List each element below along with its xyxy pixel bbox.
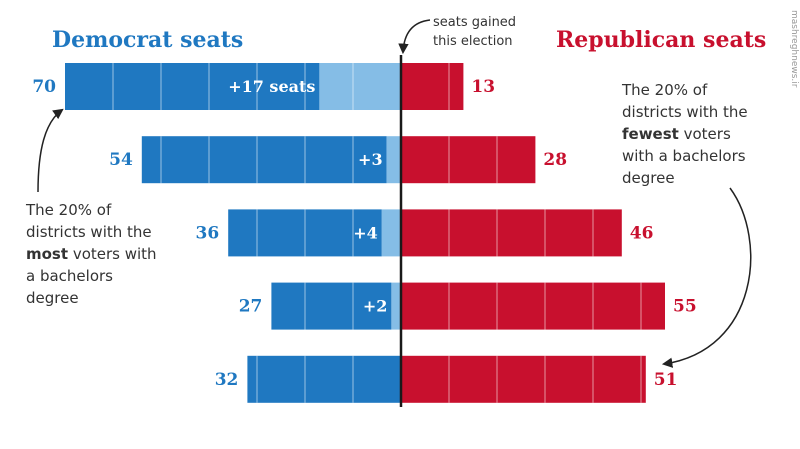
rep-value-0: 13 <box>471 77 495 97</box>
dem-gain-bar-0 <box>319 63 401 110</box>
dem-bar-4 <box>247 355 401 403</box>
annotation-text: voters with <box>68 245 157 263</box>
rep-bar-2 <box>401 209 622 257</box>
republican-header: Republican seats <box>556 27 766 53</box>
right-annotation: The 20% of districts with the fewest voter… <box>621 81 748 187</box>
gain-label-1: +3 <box>358 150 383 169</box>
dem-value-1: 54 <box>109 150 133 170</box>
dem-value-4: 32 <box>215 370 239 390</box>
center-label-line-2: this election <box>433 34 513 49</box>
dem-value-2: 36 <box>196 223 220 243</box>
annotation-text: most <box>26 245 68 263</box>
center-label-arrow <box>398 19 431 55</box>
dem-bar-3 <box>271 282 392 330</box>
left-annotation: The 20% of districts with the most voters … <box>25 201 157 307</box>
gridlines-group <box>112 63 642 403</box>
annotation-text: degree <box>622 169 675 187</box>
annotation-text: The 20% of <box>25 201 112 219</box>
dem-value-3: 27 <box>239 297 263 317</box>
democrat-header: Democrat seats <box>52 27 243 53</box>
right-annotation-arrow <box>661 187 752 368</box>
rep-bar-4 <box>401 355 646 403</box>
dem-bar-0 <box>65 63 320 110</box>
annotation-text: districts with the <box>26 223 152 241</box>
annotation-text: with a bachelors <box>622 147 746 165</box>
rep-bar-3 <box>401 282 665 330</box>
dem-bar-1 <box>141 136 387 184</box>
rep-value-3: 55 <box>673 297 697 317</box>
dem-value-0: 70 <box>32 77 56 97</box>
annotation-text: The 20% of <box>621 81 708 99</box>
dem-gain-bar-1 <box>386 136 401 184</box>
left-annotation-arrow <box>37 108 64 193</box>
bars-group <box>65 63 665 403</box>
gain-label-0: +17 seats <box>228 77 315 96</box>
watermark: mashreghnews.ir <box>789 10 799 88</box>
dem-gain-bar-2 <box>381 209 401 257</box>
annotation-text: a bachelors <box>26 267 113 285</box>
gain-label-2: +4 <box>353 223 378 242</box>
gain-label-3: +2 <box>363 297 388 316</box>
annotation-text: fewest <box>622 125 679 143</box>
rep-bar-0 <box>401 63 464 110</box>
annotation-text: degree <box>26 289 79 307</box>
labels-group: 70 13 +17 seats 54 28 +3 36 46 +4 27 55 +2 32 51 <box>32 77 696 390</box>
rep-value-1: 28 <box>543 150 567 170</box>
rep-bar-1 <box>401 136 536 184</box>
rep-value-4: 51 <box>654 370 678 390</box>
dem-gain-bar-3 <box>391 282 401 330</box>
annotation-text: voters <box>679 125 731 143</box>
center-label-line-1: seats gained <box>433 15 516 30</box>
annotation-text: districts with the <box>622 103 748 121</box>
rep-value-2: 46 <box>630 223 654 243</box>
